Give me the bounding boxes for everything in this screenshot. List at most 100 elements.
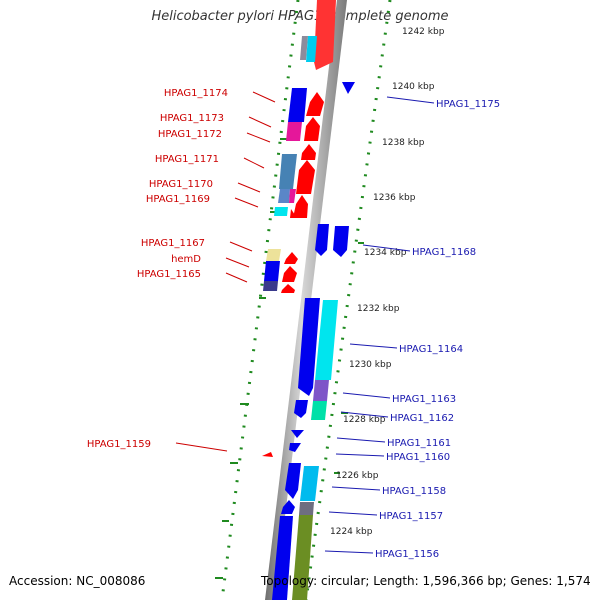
leader-line-hemd — [225, 257, 250, 268]
gene-hemD — [264, 261, 280, 281]
gene-blue-arrow-mid — [294, 400, 308, 418]
gene-label-hpag1-1158[interactable]: HPAG1_1158 — [382, 486, 446, 497]
leader-line-hpag1-1175 — [386, 96, 435, 104]
gene-hpag1-1162 — [311, 401, 327, 420]
gene-label-hpag1-1170[interactable]: HPAG1_1170 — [149, 179, 213, 190]
leader-line-hpag1-1171 — [243, 157, 265, 169]
gene-label-hpag1-1162[interactable]: HPAG1_1162 — [390, 413, 454, 424]
gene-label-hpag1-1160[interactable]: HPAG1_1160 — [386, 452, 450, 463]
gene-label-hpag1-1171[interactable]: HPAG1_1171 — [155, 154, 219, 165]
leader-line-hpag1-1170 — [237, 182, 261, 193]
gene-arrow-red-2 — [304, 117, 320, 141]
tick-label-1232: 1232 kbp — [357, 304, 400, 314]
gene-hpag1-1167 — [266, 249, 281, 261]
gene-hpag1-1169 — [274, 207, 288, 216]
tick-label-1238: 1238 kbp — [382, 138, 425, 148]
topology-text: Topology: circular; Length: 1,596,366 bp… — [261, 574, 591, 588]
gene-arrow-red-5 — [293, 195, 308, 218]
leader-line-hpag1-1158 — [331, 486, 381, 491]
leader-line-hpag1-1165 — [225, 272, 248, 283]
gene-block-top-grey — [300, 36, 308, 60]
leader-line-hpag1-1174 — [252, 91, 276, 103]
tick-label-1234: 1234 kbp — [364, 248, 407, 258]
leader-line-hpag1-1164 — [349, 343, 398, 349]
leader-line-hpag1-1167 — [229, 241, 253, 252]
tick-label-1230: 1230 kbp — [349, 360, 392, 370]
gene-label-hpag1-1165[interactable]: HPAG1_1165 — [137, 269, 201, 280]
gene-blue-arrow-low-2 — [272, 516, 293, 600]
accession-text: Accession: NC_008086 — [9, 574, 146, 588]
gene-hpag1-1164 — [315, 300, 338, 380]
gene-label-hpag1-1164[interactable]: HPAG1_1164 — [399, 344, 463, 355]
gene-label-hpag1-1169[interactable]: HPAG1_1169 — [146, 194, 210, 205]
gene-label-hpag1-1163[interactable]: HPAG1_1163 — [392, 394, 456, 405]
gene-hpag1-1168a — [315, 224, 329, 256]
coordinate-ticks: 1242 kbp 1240 kbp 1238 kbp 1236 kbp 1234 kbp… — [330, 27, 445, 537]
leader-line-hpag1-1157 — [328, 511, 378, 516]
gene-arrow-red-4 — [296, 160, 315, 194]
gene-hpag1-1158 — [300, 466, 319, 501]
gene-hpag1-1171 — [279, 154, 297, 189]
gene-hpag1-1170 — [278, 189, 290, 203]
gene-hpag1-1165 — [263, 281, 278, 291]
gene-label-hpag1-1174[interactable]: HPAG1_1174 — [164, 88, 228, 99]
gene-hpag1-1160 — [289, 443, 301, 452]
gene-hpag1-1156 — [292, 515, 313, 600]
gc-skew-track-right — [304, 0, 392, 600]
leader-line-hpag1-1160 — [335, 453, 385, 457]
gene-block-top-red — [314, 0, 336, 70]
gene-block-top-cyan — [306, 36, 317, 62]
gene-arrow-red-6 — [290, 209, 297, 218]
gene-label-hpag1-1167[interactable]: HPAG1_1167 — [141, 238, 205, 249]
tick-label-1224: 1224 kbp — [330, 527, 373, 537]
gene-hpag1-1168b — [333, 226, 349, 257]
gene-hpag1-1175 — [342, 82, 355, 94]
leader-line-hpag1-1159 — [175, 442, 228, 452]
leader-line-hpag1-1168 — [362, 244, 411, 252]
gene-label-hpag1-1161[interactable]: HPAG1_1161 — [387, 438, 451, 449]
gene-hpag1-1159 — [262, 452, 273, 457]
gc-content-marks — [215, 138, 364, 579]
leader-line-hpag1-1169 — [234, 197, 259, 208]
gene-hpag1-1174 — [288, 88, 307, 122]
gene-hpag1-1173 — [286, 122, 302, 141]
gene-labels: HPAG1_1174 HPAG1_1173 HPAG1_1172 HPAG1_1171… — [87, 88, 500, 560]
gene-hpag1-1163 — [313, 380, 329, 401]
gene-hpag1-1161 — [291, 430, 304, 438]
tick-label-1228: 1228 kbp — [343, 415, 386, 425]
gene-arrow-red-7 — [284, 252, 298, 264]
gene-label-hpag1-1168[interactable]: HPAG1_1168 — [412, 247, 476, 258]
gene-hpag1-1164-blue — [298, 298, 320, 396]
gene-hpag1-1157 — [299, 502, 314, 515]
gene-blue-arrow-low-1 — [281, 500, 295, 514]
gene-label-hpag1-1173[interactable]: HPAG1_1173 — [160, 113, 224, 124]
gene-arrow-red-9 — [281, 284, 295, 293]
gene-label-hpag1-1157[interactable]: HPAG1_1157 — [379, 511, 443, 522]
gene-label-hpag1-1159[interactable]: HPAG1_1159 — [87, 439, 151, 450]
gc-skew-track-left — [220, 0, 300, 600]
gene-label-hpag1-1172[interactable]: HPAG1_1172 — [158, 129, 222, 140]
tick-label-1240: 1240 kbp — [392, 82, 435, 92]
tick-label-1226: 1226 kbp — [336, 471, 379, 481]
tick-label-1242: 1242 kbp — [402, 27, 445, 37]
tick-label-1236: 1236 kbp — [373, 193, 416, 203]
gene-label-hpag1-1175[interactable]: HPAG1_1175 — [436, 99, 500, 110]
reverse-strand-genes — [262, 0, 336, 457]
gene-hpag1-1158-blue — [285, 463, 301, 499]
gene-arrow-red-3 — [301, 144, 316, 160]
leader-line-hpag1-1156 — [324, 550, 374, 554]
leader-line-hpag1-1173 — [248, 116, 272, 128]
leader-line-hpag1-1163 — [342, 392, 391, 399]
gene-label-hpag1-1156[interactable]: HPAG1_1156 — [375, 549, 439, 560]
leader-line-hpag1-1172 — [246, 132, 271, 143]
leader-line-hpag1-1161 — [336, 437, 386, 443]
forward-strand-genes — [272, 82, 355, 600]
gene-hpag1-1170b — [289, 189, 296, 203]
gene-arrow-red-8 — [282, 266, 297, 282]
gene-arrow-red-1 — [306, 92, 324, 116]
gene-label-hemd[interactable]: hemD — [171, 254, 201, 265]
leader-line-hpag1-1162 — [340, 411, 389, 418]
map-title: Helicobacter pylori HPAG1, complete geno… — [151, 9, 449, 24]
